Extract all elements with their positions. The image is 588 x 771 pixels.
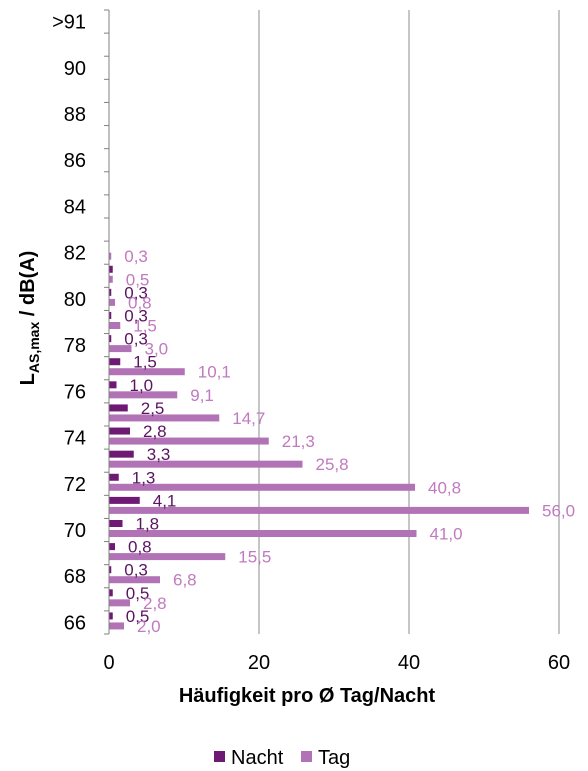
bar-nacht: [109, 427, 130, 435]
data-label-nacht: 2,8: [143, 422, 167, 441]
y-tick-label: >91: [52, 12, 86, 34]
legend-swatch-nacht: [214, 751, 225, 762]
y-tick-label: 70: [64, 520, 86, 542]
data-label-tag: 3,0: [145, 340, 169, 359]
bar-nacht: [109, 612, 113, 620]
bar-nacht: [109, 473, 119, 481]
x-tick-label: 60: [548, 652, 570, 674]
data-label-tag: 56,0: [542, 501, 575, 520]
data-label-tag: 1,5: [133, 317, 157, 336]
data-label-nacht: 0,5: [126, 607, 150, 626]
y-tick-label: 84: [64, 196, 86, 218]
bar-tag: [109, 599, 130, 607]
bar-tag: [109, 345, 132, 353]
data-label-nacht: 1,8: [136, 515, 160, 534]
data-label-nacht: 0,3: [124, 330, 148, 349]
x-tick-label: 40: [398, 652, 420, 674]
data-label-tag: 0,8: [128, 293, 152, 312]
data-label-tag: 9,1: [190, 386, 214, 405]
bar-nacht: [109, 496, 140, 504]
legend-label-tag: Tag: [318, 747, 350, 769]
data-label-tag: 2,0: [137, 617, 161, 636]
x-axis-title: Häufigkeit pro Ø Tag/Nacht: [179, 685, 436, 707]
data-label-nacht: 0,8: [128, 538, 152, 557]
bar-tag: [109, 460, 303, 468]
bar-tag: [109, 322, 121, 329]
data-label-tag: 0,3: [124, 247, 148, 266]
data-label-nacht: 2,5: [141, 399, 165, 418]
data-labels: 0,50,50,30,81,84,11,33,32,82,51,01,50,30…: [124, 247, 575, 636]
bar-tag: [109, 553, 226, 561]
x-tick-label: 0: [103, 652, 114, 674]
bar-nacht: [109, 520, 123, 527]
data-label-tag: 40,8: [428, 478, 461, 497]
legend-label-nacht: Nacht: [231, 747, 284, 769]
data-label-tag: 2,8: [143, 594, 167, 613]
y-tick-label: 86: [64, 150, 86, 172]
bars: [109, 252, 529, 630]
data-label-tag: 6,8: [173, 571, 197, 590]
y-tick-label: 80: [64, 289, 86, 311]
y-tick-label: 90: [64, 58, 86, 80]
bar-nacht: [109, 381, 117, 389]
bar-tag: [109, 576, 160, 584]
data-label-nacht: 1,0: [130, 376, 154, 395]
data-label-nacht: 4,1: [153, 491, 177, 510]
legend-swatch-tag: [301, 751, 312, 762]
bar-tag: [109, 622, 124, 630]
bar-nacht: [109, 288, 112, 296]
x-tick-labels: 0 20 40 60: [103, 652, 570, 674]
y-tick-labels: 66 68 70 72 74 76 78 80 82 84 86 88 90 >91: [52, 9, 109, 635]
bar-tag: [109, 368, 185, 376]
bar-tag: [109, 391, 178, 399]
bar-tag: [109, 530, 417, 537]
y-tick-label: 78: [64, 335, 86, 357]
y-tick-label: 66: [64, 612, 86, 634]
gridlines: [258, 10, 560, 634]
bar-nacht: [109, 450, 134, 458]
bar-tag: [109, 252, 112, 260]
bar-nacht: [109, 312, 112, 319]
y-tick-label: 88: [64, 104, 86, 126]
data-label-tag: 0,5: [126, 270, 150, 289]
bar-nacht: [109, 335, 112, 343]
bar-tag: [109, 298, 115, 306]
bar-nacht: [109, 404, 128, 412]
data-label-nacht: 1,5: [133, 353, 157, 372]
y-tick-label: 76: [64, 381, 86, 403]
bar-nacht: [109, 566, 112, 574]
data-label-tag: 14,7: [232, 409, 265, 428]
data-label-tag: 41,0: [430, 525, 463, 544]
data-label-nacht: 0,3: [124, 283, 148, 302]
y-axis-title-main: L: [17, 373, 39, 385]
y-axis-title: LAS,max / dB(A): [17, 251, 42, 386]
data-label-nacht: 0,5: [126, 584, 150, 603]
y-tick-label: 72: [64, 474, 86, 496]
x-tick-label: 20: [248, 652, 270, 674]
bar-nacht: [109, 265, 113, 273]
bar-nacht: [109, 589, 113, 597]
data-label-nacht: 3,3: [147, 445, 171, 464]
data-label-tag: 15,5: [238, 548, 271, 567]
bar-tag: [109, 414, 220, 422]
y-axis-title-subscript: AS,max: [26, 322, 42, 374]
data-label-nacht: 0,3: [124, 307, 148, 326]
y-axis-title-unit: / dB(A): [17, 251, 39, 322]
y-tick-label: 74: [64, 428, 86, 450]
bar-nacht: [109, 543, 115, 551]
bar-tag: [109, 506, 529, 514]
data-label-tag: 21,3: [282, 432, 315, 451]
y-tick-label: 82: [64, 243, 86, 265]
y-tick-label: 68: [64, 566, 86, 588]
data-label-nacht: 1,3: [132, 468, 156, 487]
data-label-tag: 10,1: [198, 363, 231, 382]
bar-tag: [109, 275, 113, 283]
legend: Nacht Tag: [214, 747, 350, 769]
bar-tag: [109, 437, 269, 445]
data-label-tag: 25,8: [316, 455, 349, 474]
bar-tag: [109, 483, 415, 491]
bar-nacht: [109, 358, 121, 366]
data-label-nacht: 0,3: [124, 561, 148, 580]
